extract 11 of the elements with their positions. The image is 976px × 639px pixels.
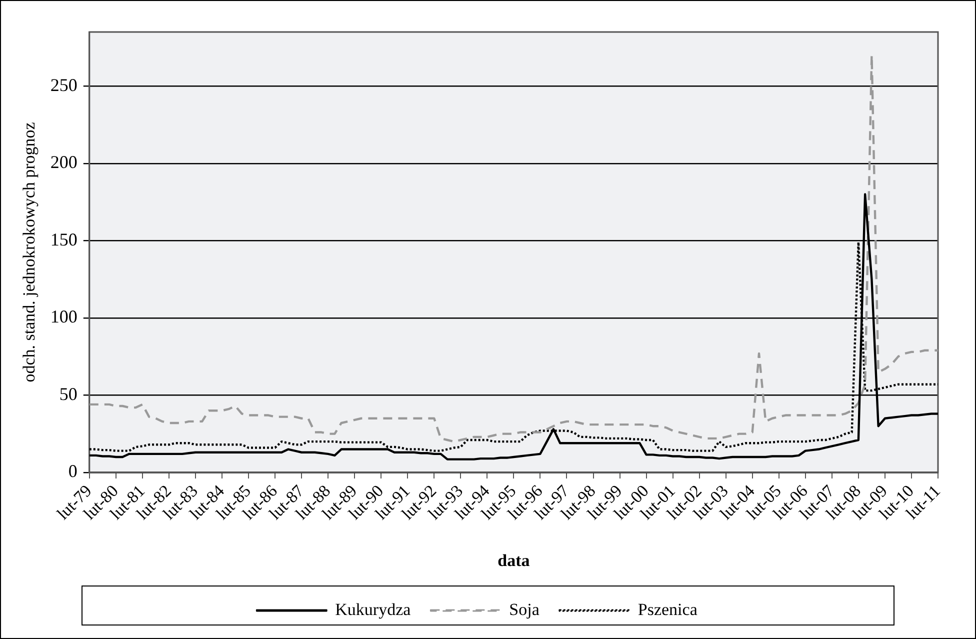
legend-label: Soja <box>509 600 540 619</box>
y-tick-label: 0 <box>68 461 78 482</box>
y-tick-label: 200 <box>50 152 78 172</box>
y-tick-label: 50 <box>59 384 78 404</box>
x-axis-title: data <box>498 551 530 570</box>
y-tick-label: 150 <box>50 229 78 250</box>
legend-label: Kukurydza <box>335 600 412 619</box>
y-tick-label: 100 <box>50 306 78 327</box>
y-axis-title: odch. stand. jednokrokowych prognoz <box>20 122 39 382</box>
legend-label: Pszenica <box>638 600 698 619</box>
y-tick-label: 250 <box>50 74 78 95</box>
